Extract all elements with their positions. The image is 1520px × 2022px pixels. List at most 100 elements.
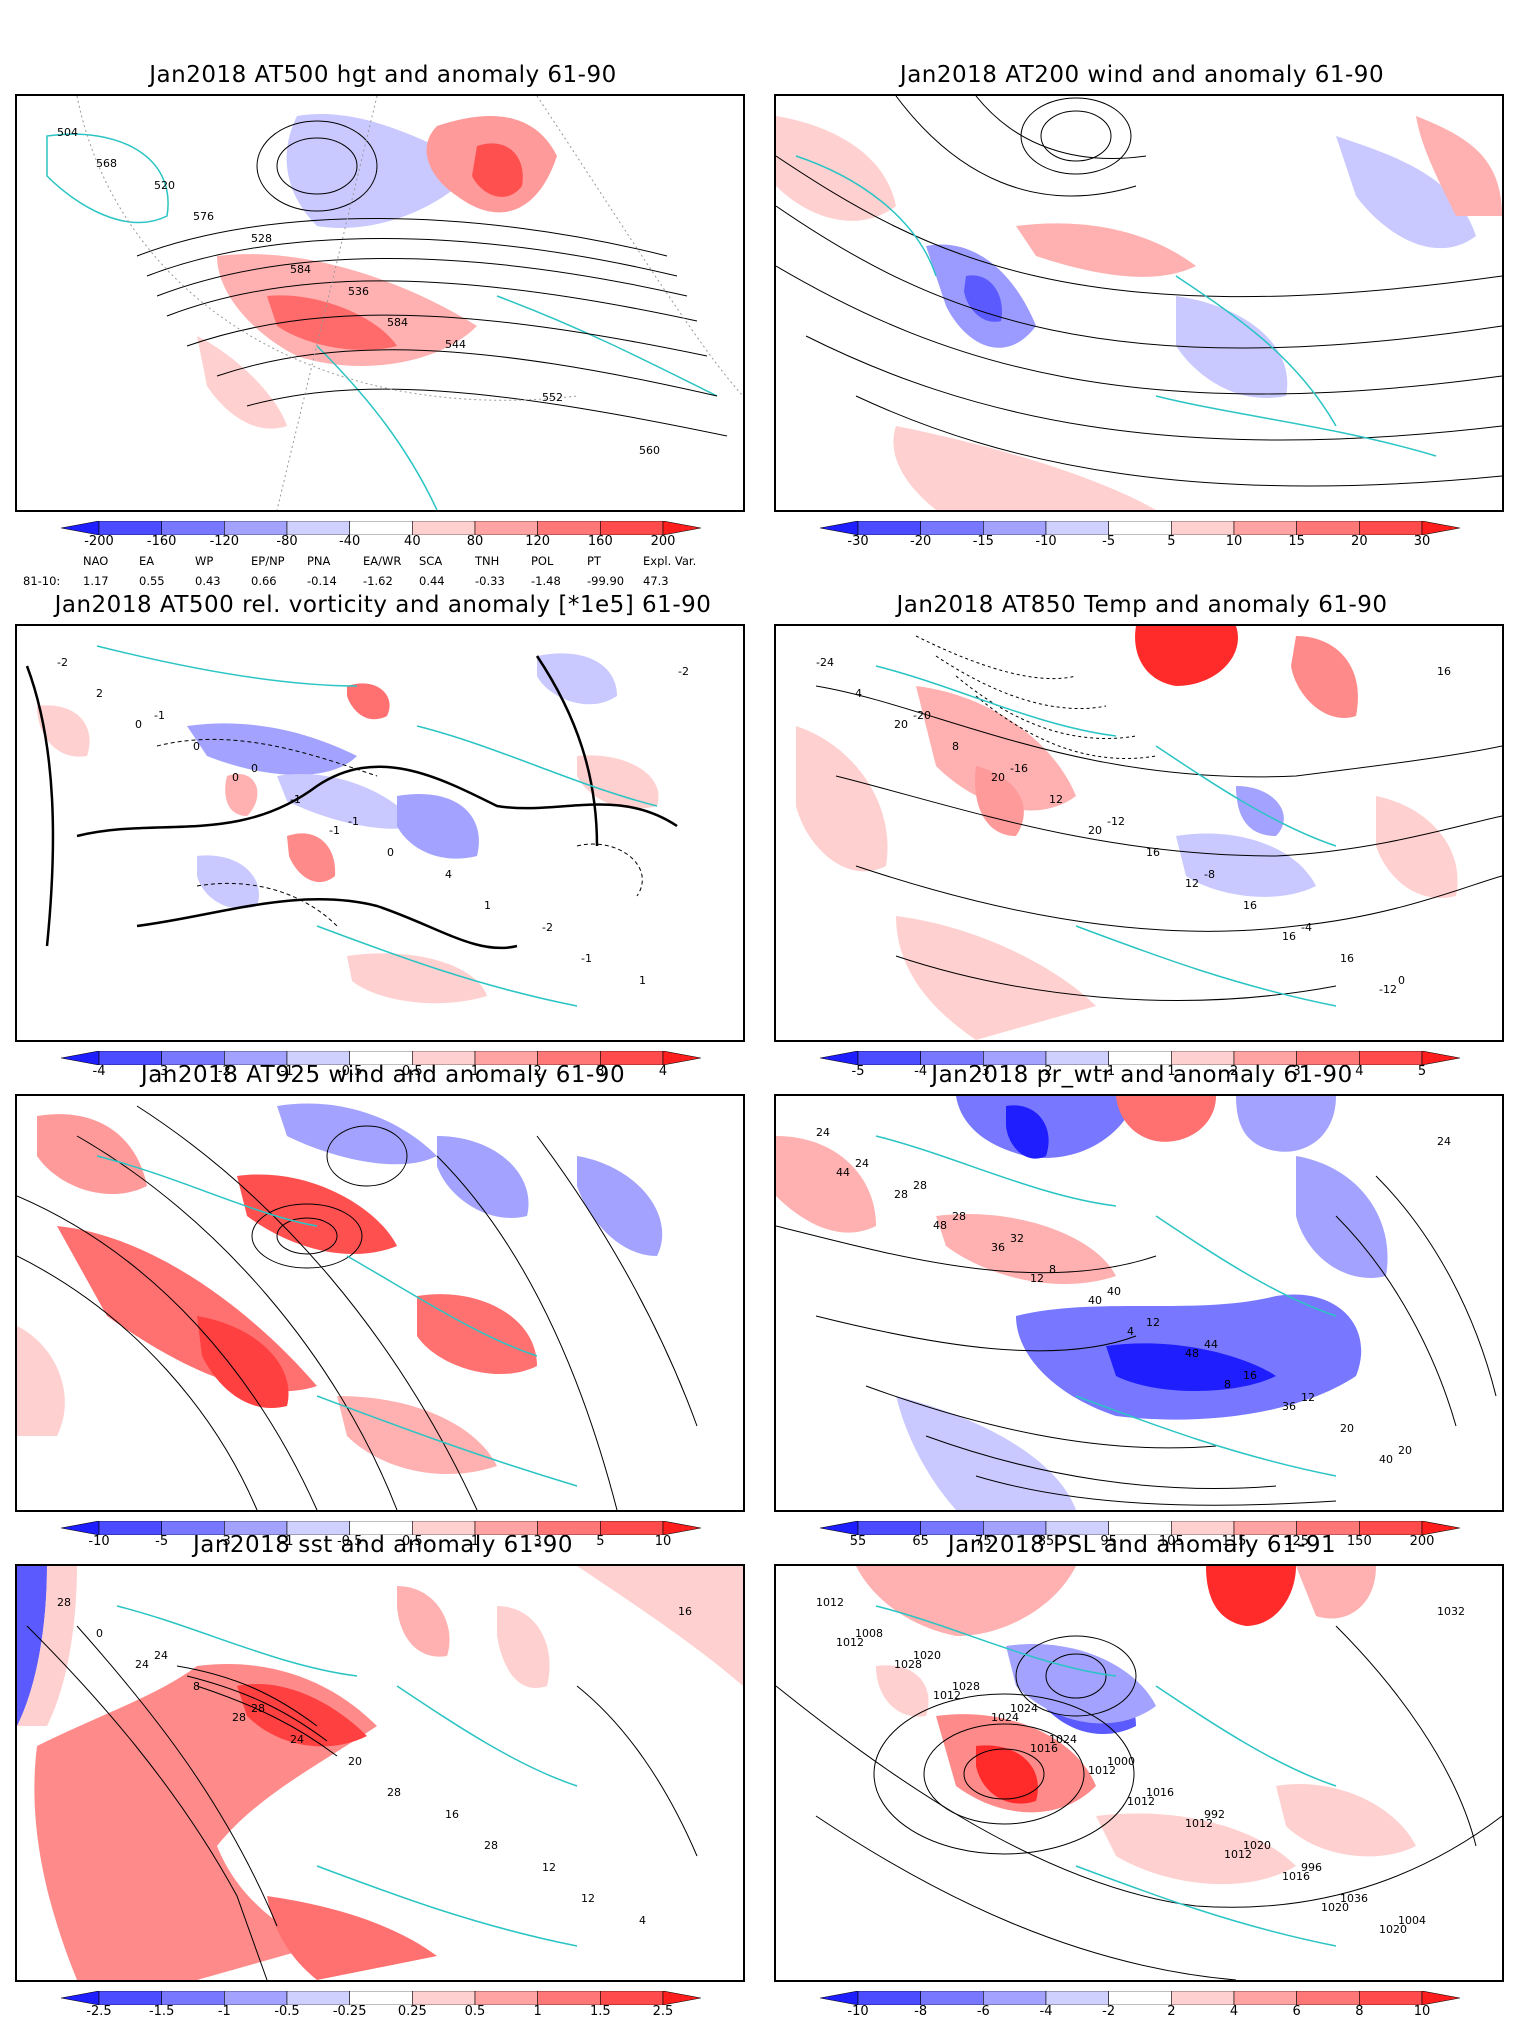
map-frame: 1012 1020 1024 1000 992 996 1004 1008 1028 1024 10… [774,1564,1504,1982]
colorbar-bin [1108,1990,1172,2006]
colorbar-bin [60,1990,100,2006]
colorbar-bin [161,1990,225,2006]
colorbar-bin [1171,520,1235,536]
contour-label: 1012 [1088,1764,1116,1777]
colorbar-bin [1045,520,1109,536]
contour-label: 12 [1146,1316,1160,1329]
index-header: PNA [307,554,331,568]
colorbar-bin [1296,520,1360,536]
contour-label: 16 [1243,1369,1257,1382]
index-header: NAO [83,554,109,568]
index-header: EP/NP [251,554,285,568]
contour-label: 12 [1049,793,1063,806]
panel-title: Jan2018 AT500 hgt and anomaly 61-90 [149,62,617,88]
colorbar: -30 -20 -15 -10 -5 5 10 15 20 30 [819,520,1461,549]
contour-label: 8 [952,740,959,753]
contour-label: 528 [251,232,272,245]
contour-label: 12 [1185,877,1199,890]
contour-label: 1012 [816,1596,844,1609]
contour-label: -2 [57,656,68,669]
contour-label: 4 [445,868,452,881]
panel-title: Jan2018 PSL and anomaly 61-91 [947,1532,1337,1558]
contour-label: 36 [991,1241,1005,1254]
contour-label: -20 [913,709,931,722]
colorbar-bin [1045,1990,1109,2006]
colorbar-swatches [60,1990,702,2006]
colorbar-label: -10 [1035,534,1057,549]
index-value: 0.43 [195,574,221,588]
colorbar-label: -160 [146,534,177,549]
map-plot: 1012102010241000992996100410081028102410… [776,1566,1502,1980]
contour-label: 1012 [836,1636,864,1649]
colorbar-bin [920,1990,984,2006]
colorbar-label: -1 [280,1064,294,1079]
contour-label: 1032 [1437,1605,1465,1618]
contour-label: -4 [1301,921,1312,934]
colorbar-label: 80 [466,534,484,549]
colorbar-label: 8 [1355,2004,1364,2019]
index-header: Expl. Var. [643,554,697,568]
colorbar-label: -0.5 [274,2004,300,2019]
colorbar-label: -5 [1102,534,1116,549]
colorbar-label: 10 [1413,2004,1431,2019]
colorbar-bin [286,520,350,536]
contour-label: -2 [678,665,689,678]
contour-label: 1012 [1127,1795,1155,1808]
contour-label: 28 [894,1188,908,1201]
index-value: 0.44 [419,574,445,588]
colorbar-label: -3 [155,1064,169,1079]
colorbar-label: 160 [587,534,613,549]
colorbar-label: 150 [1346,1534,1372,1549]
contour-label: 28 [387,1786,401,1799]
colorbar-label: 1 [533,2004,542,2019]
contour-label: 20 [1340,1422,1354,1435]
colorbar-label: -6 [976,2004,990,2019]
colorbar-bin [537,520,601,536]
contour-label: 28 [484,1839,498,1852]
contour-label: 1016 [1282,1870,1310,1883]
contour-label: 1016 [1146,1786,1174,1799]
colorbar-label: 3 [596,1064,605,1079]
contour-label: 0 [193,740,200,753]
colorbar-bin [662,520,702,536]
contour-label: 40 [1088,1294,1102,1307]
colorbar-bin [983,520,1047,536]
colorbar-bin [920,520,984,536]
colorbar-bin [224,1990,288,2006]
contour-label: 24 [135,1658,149,1671]
map-plot: 2428324044122024288121620242836404836404… [776,1096,1502,1510]
colorbar-bin [349,1990,413,2006]
contour-label: 12 [1030,1272,1044,1285]
contour-label: 1024 [991,1711,1019,1724]
colorbar-label: 95 [1100,1534,1117,1549]
colorbar-label: -120 [209,534,240,549]
colorbar-label: -3 [217,1534,231,1549]
colorbar-label: -2 [217,1064,231,1079]
contour-label: 560 [639,444,660,457]
contour-label: 12 [1301,1391,1315,1404]
colorbar-label: 1 [1167,1064,1176,1079]
panel-title: Jan2018 AT500 rel. vorticity and anomaly… [54,592,712,618]
colorbar-label: 0.5 [401,1064,423,1079]
colorbar-bin [1108,520,1172,536]
colorbar-label: 4 [658,1064,668,1079]
contour-label: 552 [542,391,563,404]
contour-label: 24 [1437,1135,1451,1148]
panel-title: Jan2018 pr_wtr and anomaly 61-90 [931,1062,1353,1088]
colorbar-label: -8 [914,2004,928,2019]
index-value: 0.66 [251,574,277,588]
colorbar-label: 5 [1167,534,1176,549]
index-value: -1.48 [531,574,561,588]
colorbar-label: 30 [1413,534,1431,549]
contour-label: -1 [581,952,592,965]
index-header: EA/WR [363,554,402,568]
colorbar-label: 85 [1037,1534,1055,1549]
contour-label: 0 [96,1627,103,1640]
colorbar-label: 0.25 [397,2004,427,2019]
colorbar-bin [412,1990,476,2006]
colorbar-label: -4 [92,1064,106,1079]
index-header: WP [195,554,214,568]
colorbar-bin [1421,1050,1461,1066]
index-value: -99.90 [587,574,625,588]
contour-label: 1 [639,974,646,987]
